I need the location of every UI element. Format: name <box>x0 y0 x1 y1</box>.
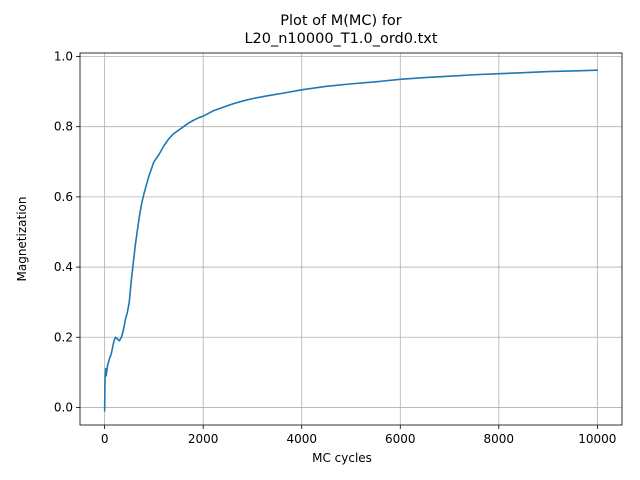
x-axis-label: MC cycles <box>312 451 372 465</box>
chart-title-line1: Plot of M(MC) for <box>280 13 402 29</box>
chart-title-line2: L20_n10000_T1.0_ord0.txt <box>244 31 437 47</box>
series-layer <box>103 69 599 412</box>
x-tick-label: 6000 <box>385 432 416 446</box>
x-tick-label: 2000 <box>188 432 219 446</box>
x-tick-label: 4000 <box>286 432 317 446</box>
y-tick-label: 0.0 <box>54 400 73 414</box>
y-tick-label: 0.6 <box>54 190 73 204</box>
y-tick-label: 1.0 <box>54 50 73 64</box>
magnetization-series-line <box>103 69 599 412</box>
grid-layer <box>80 53 622 425</box>
x-tick-label: 0 <box>101 432 109 446</box>
plot-frame <box>79 52 623 426</box>
y-axis-label: Magnetization <box>15 197 29 282</box>
y-tick-label: 0.8 <box>54 120 73 134</box>
y-tick-label: 0.2 <box>54 330 73 344</box>
x-tick-label: 10000 <box>578 432 616 446</box>
x-tick-label: 8000 <box>484 432 515 446</box>
y-tick-label: 0.4 <box>54 260 73 274</box>
tick-layer: 0 2000 4000 6000 8000 10000 0.0 0.2 0.4 0.6 0.8 1.0 <box>54 50 617 446</box>
